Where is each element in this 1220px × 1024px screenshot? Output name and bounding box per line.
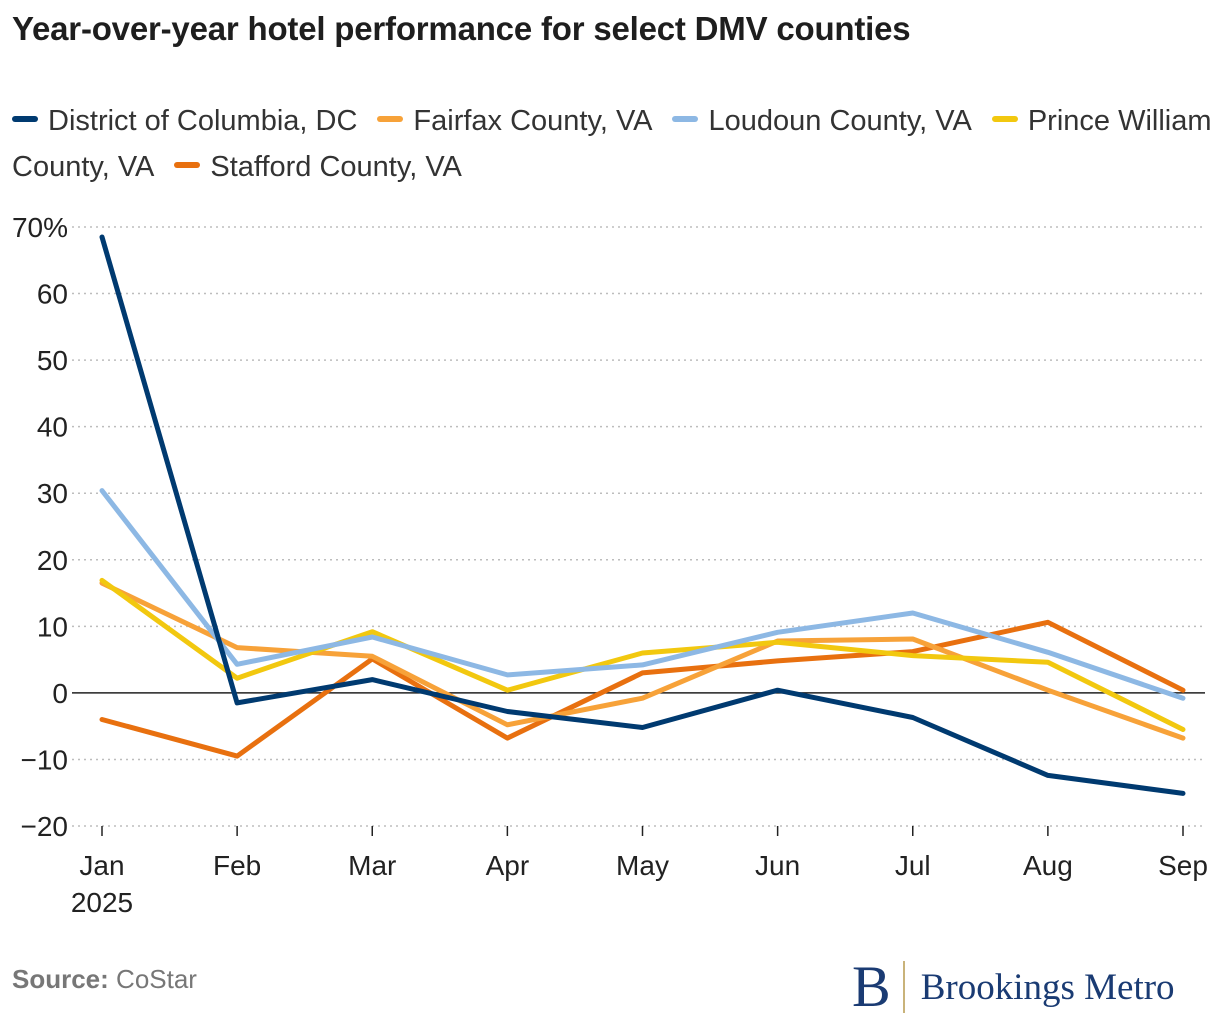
x-tick-label: Jul xyxy=(895,850,931,881)
series-line-fairfax-county-va xyxy=(99,580,1186,741)
brookings-metro-logo: B Brookings Metro xyxy=(852,955,1175,1019)
series-line-prince-william-county-va xyxy=(99,577,1186,732)
chart-title: Year-over-year hotel performance for sel… xyxy=(12,10,911,47)
series-line-stafford-county-va xyxy=(99,619,1186,759)
legend-swatch xyxy=(672,116,699,123)
line-chart: −20 −10 0 10 20 30 40 50 60 70% Jan 2025 Feb Mar Apr Ma… xyxy=(12,212,1208,918)
x-tick-label: Aug xyxy=(1023,850,1073,881)
x-tick-label: Jan 2025 xyxy=(71,850,133,918)
y-tick-label: −20 xyxy=(21,811,69,842)
y-tick-label: 50 xyxy=(37,345,68,376)
legend-swatch xyxy=(991,116,1018,123)
y-tick-label: 20 xyxy=(37,545,68,576)
x-tick-label: Sep xyxy=(1158,850,1208,881)
brand-name: Brookings Metro xyxy=(920,966,1175,1008)
legend-swatch xyxy=(174,162,201,169)
x-tick-label: Apr xyxy=(486,850,530,881)
legend-label: Loudoun County, VA xyxy=(708,105,972,137)
y-tick-label: 60 xyxy=(37,279,68,310)
y-tick-label: 70% xyxy=(12,212,68,243)
source-text: CoStar xyxy=(116,964,197,994)
legend-item: Stafford County, VA xyxy=(174,151,462,183)
y-tick-label: 40 xyxy=(37,412,68,443)
legend-label: Prince William County, VA xyxy=(12,105,1212,183)
legend-item: District of Columbia, DC xyxy=(12,105,357,137)
series-line-loudoun-county-va xyxy=(99,488,1186,701)
legend-swatch xyxy=(12,116,38,123)
x-tick-label: Jun xyxy=(755,850,800,881)
brand-divider xyxy=(902,961,905,1013)
y-tick-label: −10 xyxy=(21,744,69,775)
x-tick-label: May xyxy=(616,850,669,881)
legend-swatch xyxy=(377,116,404,123)
y-tick-label: 10 xyxy=(37,611,68,642)
legend-item: Loudoun County, VA xyxy=(672,105,972,137)
source-note: Source: CoStar xyxy=(12,964,197,995)
brand-mark: B xyxy=(852,954,891,1019)
legend-item: Fairfax County, VA xyxy=(377,105,652,137)
y-tick-label: 0 xyxy=(52,678,68,709)
legend-label: Fairfax County, VA xyxy=(413,105,653,137)
legend-label: Stafford County, VA xyxy=(210,151,462,183)
x-tick-label: Mar xyxy=(348,850,396,881)
legend-item: Prince William County, VA xyxy=(12,105,1212,183)
x-tick-label: Feb xyxy=(213,850,261,881)
chart-legend: District of Columbia, DC Fairfax County, … xyxy=(12,98,1212,190)
series-line-district-of-columbia-dc xyxy=(99,234,1186,796)
y-tick-label: 30 xyxy=(37,478,68,509)
legend-label: District of Columbia, DC xyxy=(48,105,358,137)
source-label: Source: xyxy=(12,964,109,994)
